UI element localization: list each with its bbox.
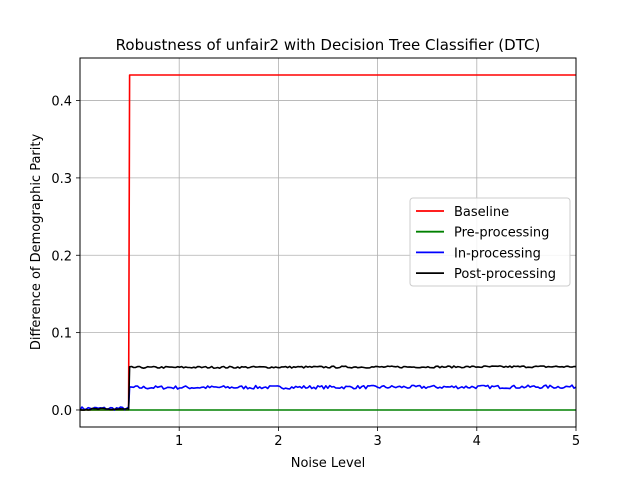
x-tick-label: 5 (572, 434, 580, 449)
chart-title: Robustness of unfair2 with Decision Tree… (116, 36, 541, 54)
y-axis-label: Difference of Demographic Parity (29, 134, 44, 351)
y-tick-label: 0.1 (51, 327, 72, 342)
x-tick-label: 1 (175, 434, 183, 449)
series-line-in-processing (79, 384, 577, 411)
legend-label: Baseline (454, 205, 509, 220)
series-line-post-processing (79, 365, 577, 411)
legend-label: Post-processing (454, 267, 556, 282)
series-group (79, 74, 577, 411)
x-tick-label: 3 (373, 434, 381, 449)
y-tick-label: 0.2 (51, 249, 72, 264)
ticks: 1 2 3 4 5 0.0 0.1 0.2 0.3 0.4 (51, 95, 580, 449)
legend-box (409, 197, 571, 287)
x-tick-label: 2 (274, 434, 282, 449)
plot-frame (79, 57, 577, 428)
legend-label: In-processing (454, 246, 541, 261)
x-axis-label: Noise Level (291, 456, 366, 471)
y-tick-label: 0.0 (51, 404, 72, 419)
legend-label: Pre-processing (454, 226, 549, 241)
y-tick-label: 0.3 (51, 172, 72, 187)
legend: Baseline Pre-processing In-processing Post-… (409, 197, 571, 287)
x-tick-label: 4 (473, 434, 481, 449)
y-tick-label: 0.4 (51, 95, 72, 110)
